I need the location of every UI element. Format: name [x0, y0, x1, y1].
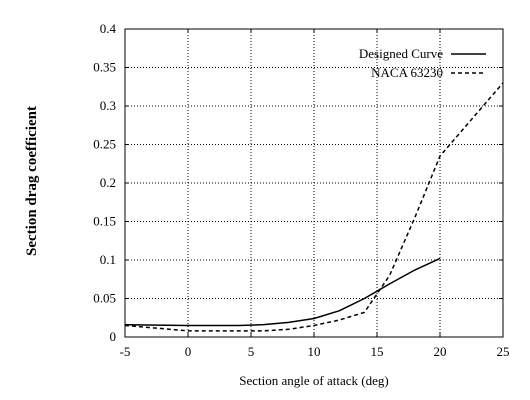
x-axis-title: Section angle of attack (deg) [239, 373, 388, 388]
legend-entry-label: NACA 63230 [371, 65, 443, 80]
y-tick-label: 0 [110, 329, 117, 344]
series-line-naca-63230 [124, 82, 504, 332]
y-tick-label: 0.3 [100, 98, 116, 113]
y-tick-label: 0.15 [93, 214, 116, 229]
y-tick-label: 0.05 [93, 291, 116, 306]
series-line-designed-curve [124, 257, 441, 327]
y-tick-label: 0.1 [100, 252, 116, 267]
y-axis-title: Section drag coefficient [24, 106, 40, 256]
y-tick-label: 0.35 [93, 60, 116, 75]
x-tick-label: 0 [185, 344, 192, 359]
y-axis-ticks: 0 0.05 0.1 0.15 0.2 0.25 0.3 0.35 0.4 [93, 21, 503, 344]
y-tick-label: 0.2 [100, 175, 116, 190]
grid-lines [125, 29, 503, 337]
series-lines [124, 82, 504, 332]
x-tick-label: -5 [120, 344, 131, 359]
x-tick-label: 25 [497, 344, 510, 359]
legend-entry-label: Designed Curve [359, 46, 443, 61]
x-tick-label: 5 [248, 344, 255, 359]
x-tick-label: 10 [308, 344, 321, 359]
x-axis-ticks: -5 0 5 10 15 20 25 [120, 29, 510, 359]
x-tick-label: 15 [371, 344, 384, 359]
legend: Designed Curve NACA 63230 [359, 46, 486, 80]
y-tick-label: 0.4 [100, 21, 117, 36]
x-tick-label: 20 [434, 344, 447, 359]
y-tick-label: 0.25 [93, 137, 116, 152]
